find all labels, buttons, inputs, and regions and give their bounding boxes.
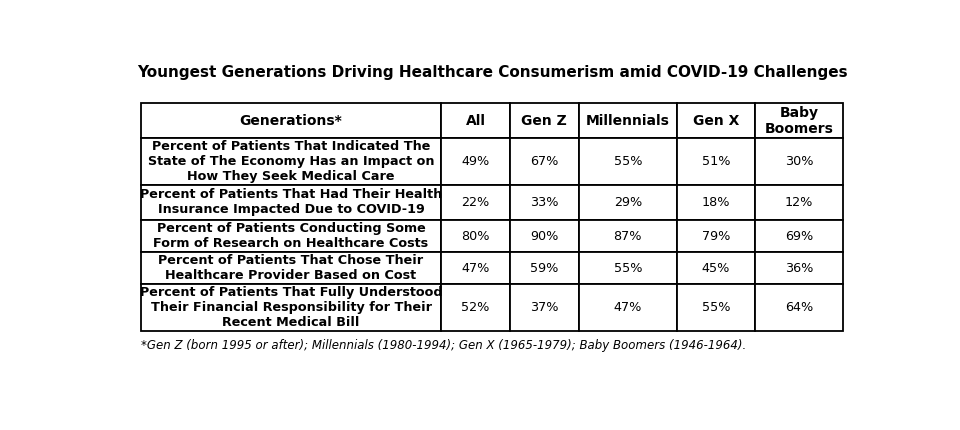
Bar [755,284,843,331]
Text: Gen Z: Gen Z [521,114,567,128]
Text: Gen X: Gen X [693,114,739,128]
Bar [755,138,843,185]
Text: 55%: 55% [702,301,731,314]
Bar [510,284,579,331]
Bar [510,138,579,185]
Text: 30%: 30% [785,155,813,168]
Bar [510,220,579,252]
Text: 29%: 29% [613,196,642,209]
Text: 18%: 18% [702,196,731,209]
Bar [141,252,442,284]
Text: 12%: 12% [785,196,813,209]
Bar [579,252,677,284]
Bar [442,284,510,331]
Bar [442,220,510,252]
Text: 47%: 47% [613,301,642,314]
Text: 64%: 64% [785,301,813,314]
Text: 87%: 87% [613,230,642,243]
Text: Percent of Patients That Had Their Health
Insurance Impacted Due to COVID-19: Percent of Patients That Had Their Healt… [140,188,443,216]
Text: Millennials: Millennials [586,114,670,128]
Bar [579,284,677,331]
Text: Percent of Patients Conducting Some
Form of Research on Healthcare Costs: Percent of Patients Conducting Some Form… [154,222,428,250]
Bar [510,103,579,138]
Bar [579,185,677,220]
Bar [579,138,677,185]
Text: Percent of Patients That Fully Understood
Their Financial Responsibility for The: Percent of Patients That Fully Understoo… [140,286,443,329]
Text: 36%: 36% [785,262,813,275]
Text: 59%: 59% [530,262,559,275]
Text: Percent of Patients That Chose Their
Healthcare Provider Based on Cost: Percent of Patients That Chose Their Hea… [158,254,423,283]
Text: 45%: 45% [702,262,731,275]
Text: 49%: 49% [462,155,490,168]
Bar [141,138,442,185]
Bar [677,284,755,331]
Bar [442,103,510,138]
Bar [755,252,843,284]
Text: 90%: 90% [530,230,559,243]
Bar [442,138,510,185]
Text: Youngest Generations Driving Healthcare Consumerism amid COVID-19 Challenges: Youngest Generations Driving Healthcare … [136,65,848,80]
Text: *Gen Z (born 1995 or after); Millennials (1980-1994); Gen X (1965-1979); Baby Bo: *Gen Z (born 1995 or after); Millennials… [141,339,746,352]
Text: 51%: 51% [702,155,731,168]
Text: 37%: 37% [530,301,559,314]
Bar [677,220,755,252]
Bar [677,138,755,185]
Text: 55%: 55% [613,155,642,168]
Text: 33%: 33% [530,196,559,209]
Bar [677,185,755,220]
Text: Baby
Boomers: Baby Boomers [764,105,833,136]
Text: Generations*: Generations* [240,114,343,128]
Bar [755,185,843,220]
Bar [141,284,442,331]
Text: 55%: 55% [613,262,642,275]
Bar [510,252,579,284]
Bar [141,185,442,220]
Text: 67%: 67% [530,155,559,168]
Bar [579,220,677,252]
Text: 69%: 69% [785,230,813,243]
Bar [579,103,677,138]
Bar [755,103,843,138]
Bar [677,252,755,284]
Bar [755,220,843,252]
Bar [677,103,755,138]
Bar [442,252,510,284]
Text: All: All [466,114,486,128]
Text: 47%: 47% [462,262,490,275]
Text: 79%: 79% [702,230,731,243]
Bar [141,103,442,138]
Bar [141,220,442,252]
Text: 52%: 52% [462,301,490,314]
Text: Percent of Patients That Indicated The
State of The Economy Has an Impact on
How: Percent of Patients That Indicated The S… [148,140,434,183]
Bar [510,185,579,220]
Bar [442,185,510,220]
Text: 22%: 22% [462,196,490,209]
Text: 80%: 80% [462,230,490,243]
